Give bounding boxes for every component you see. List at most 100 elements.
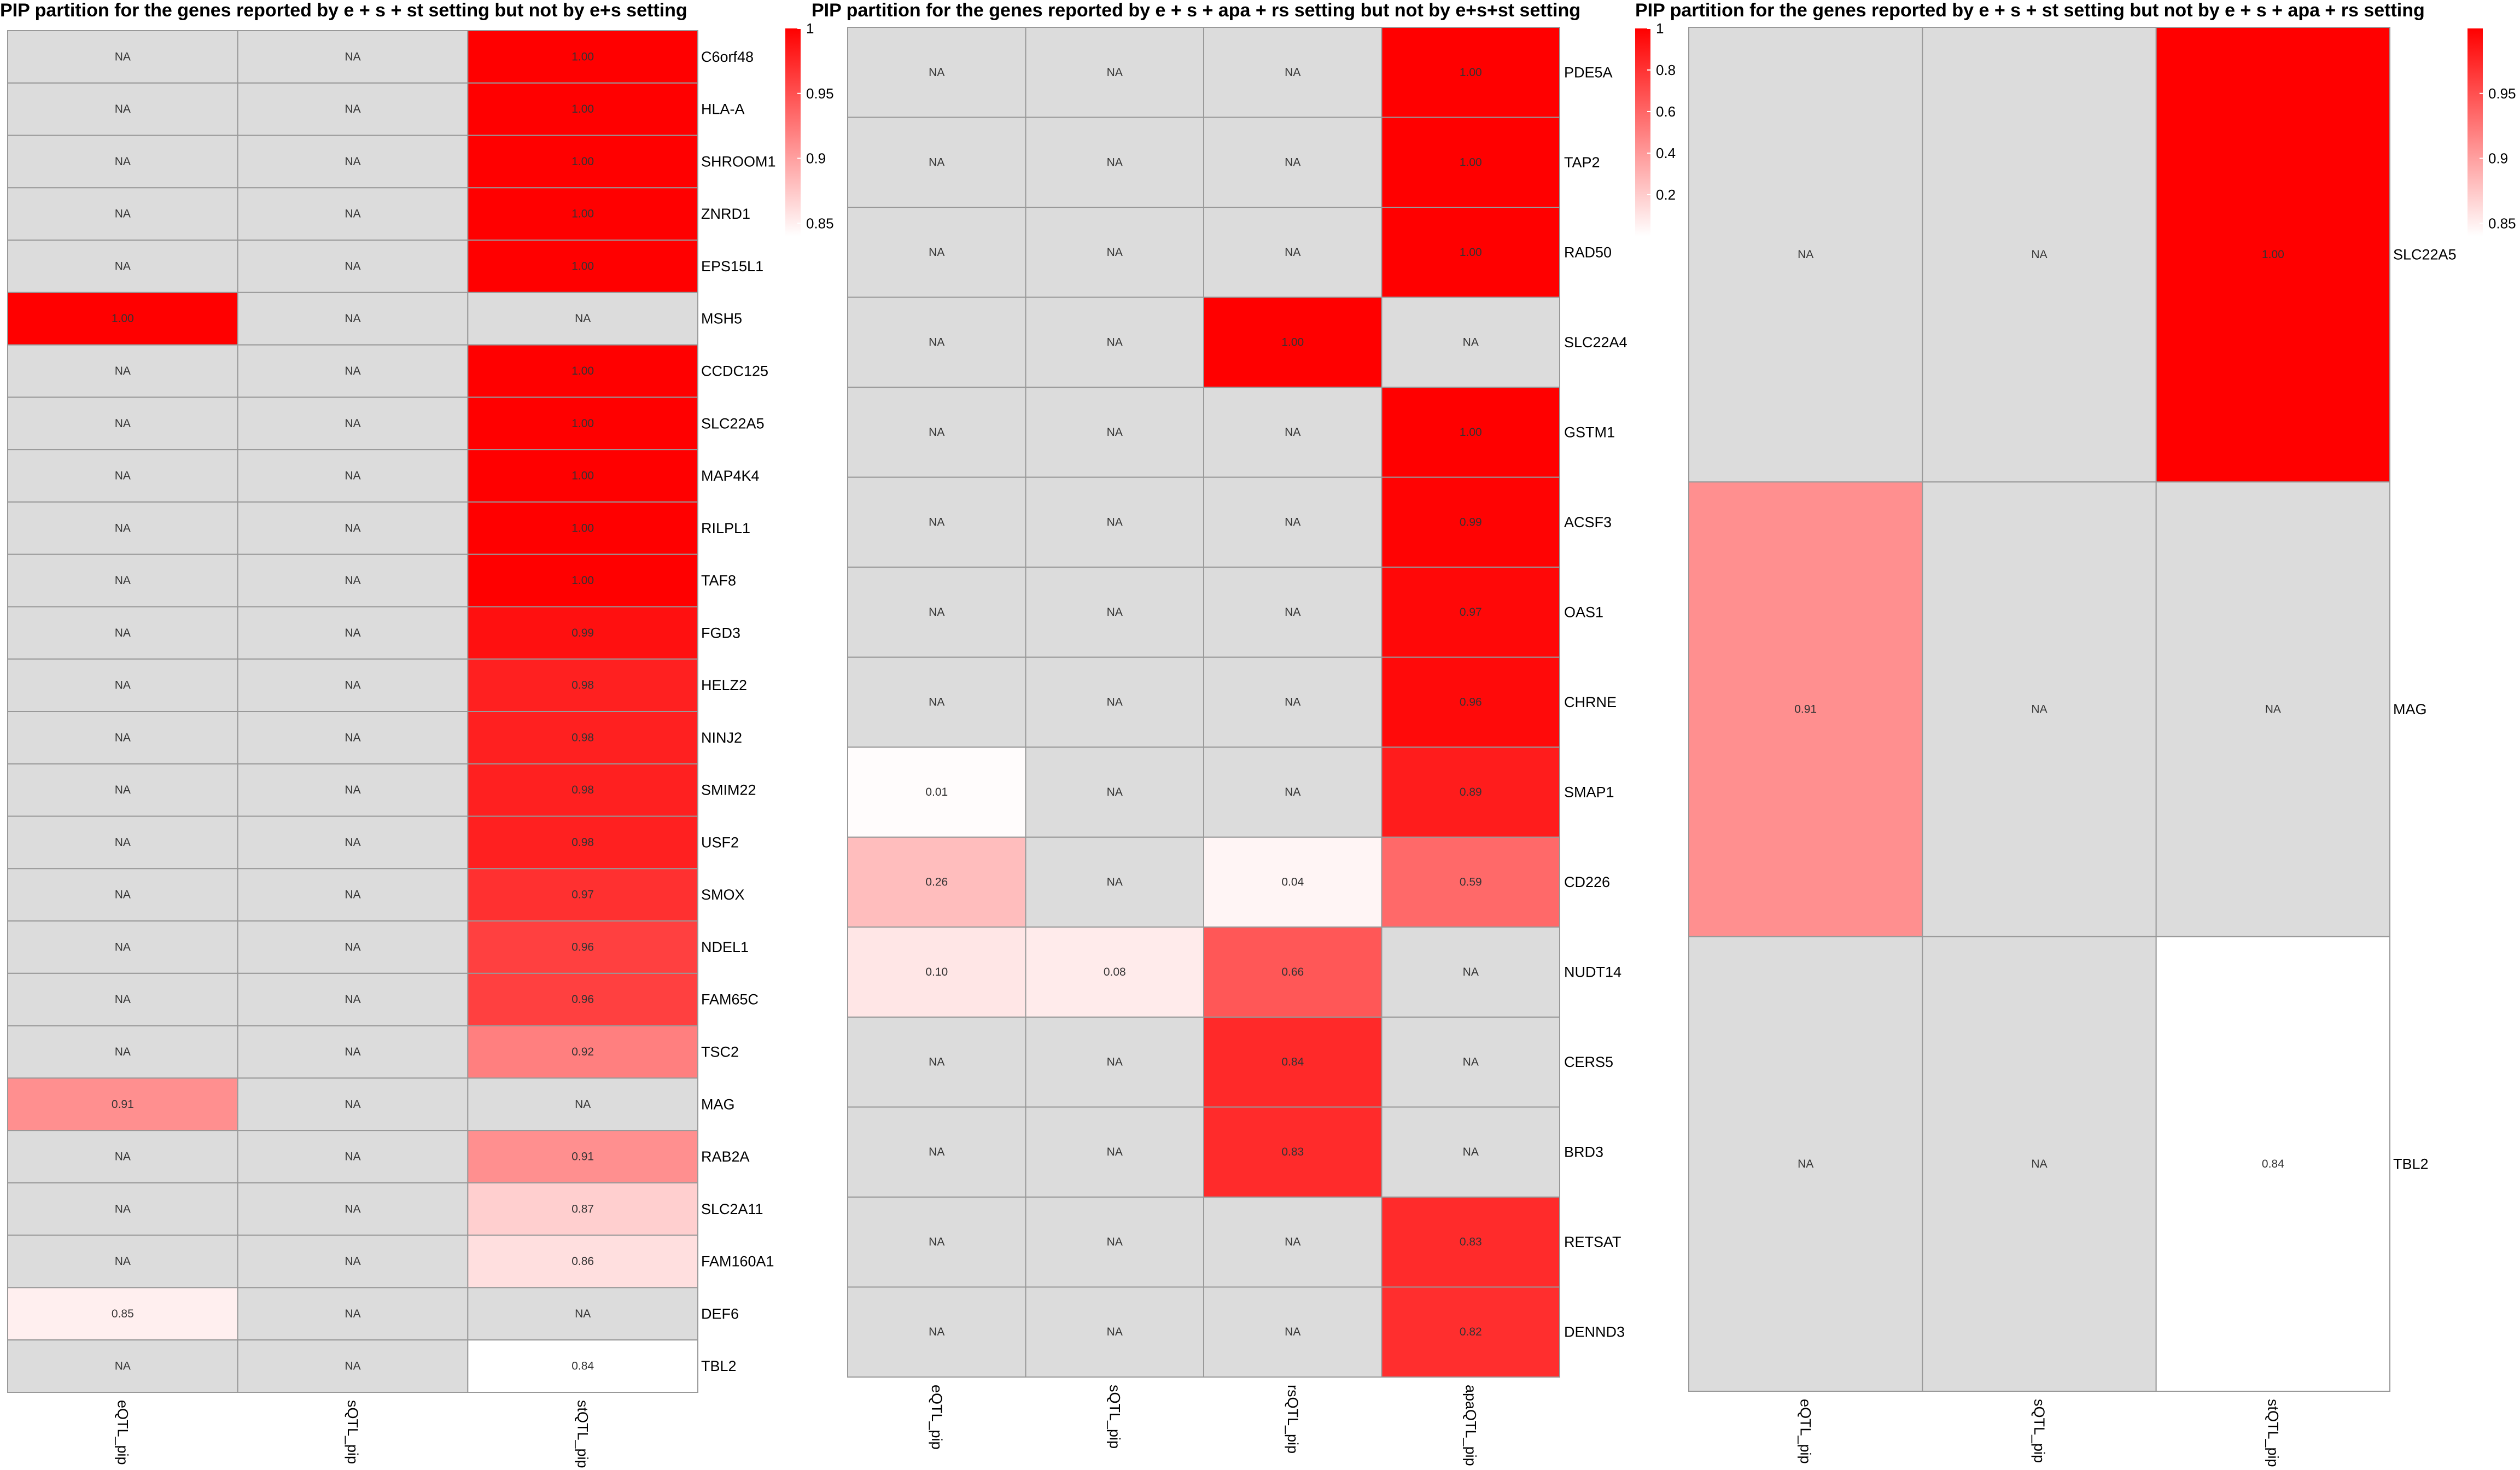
heatmap-cell [1381,116,1560,208]
heatmap-cell [847,926,1026,1018]
cell-value-label: NA [1107,516,1123,528]
cell-value-label: 1.00 [1460,66,1482,79]
cell-value-label: NA [1463,966,1479,978]
cell-value-label: 0.85 [112,1308,134,1320]
cell-value-label: NA [345,679,360,692]
cell-value-label: NA [115,836,131,849]
row-label: HLA-A [701,101,745,118]
cell-value-label: NA [345,1255,360,1268]
cell-value-label: 0.66 [1281,966,1304,978]
heatmap-cell [467,30,698,84]
cell-value-label: NA [1285,516,1300,528]
row-label: MAP4K4 [701,468,760,484]
heatmap-cell [1203,116,1382,208]
heatmap-cell [467,187,698,241]
heatmap-cell [1922,27,2157,483]
cell-value-label: NA [115,574,131,587]
cell-value-label: 0.59 [1460,876,1482,889]
cell-value-label: 0.26 [925,876,948,889]
heatmap-cell [7,501,238,555]
cell-value-label: 0.87 [571,1203,594,1215]
cell-value-label: NA [1107,786,1123,798]
heatmap-cell [7,82,238,136]
heatmap-cell [1025,1196,1204,1288]
heatmap-cell [847,567,1026,658]
cell-value-label: NA [345,574,360,587]
cell-value-label: NA [345,103,360,115]
heatmap-cell [847,1016,1026,1108]
cell-value-label: NA [115,1360,131,1373]
heatmap-cell [7,396,238,451]
cell-value-label: NA [1285,606,1300,619]
heatmap-cell [1025,1286,1204,1378]
cell-value-label: 0.91 [1794,703,1817,716]
cell-value-label: NA [1107,1056,1123,1069]
cell-value-label: NA [929,66,944,79]
cell-value-label: 1.00 [1460,246,1482,259]
column-label: stQTL_pip [2265,1399,2281,1467]
row-label: NUDT14 [1564,964,1621,981]
heatmap-cell [237,920,469,974]
cell-value-label: NA [929,336,944,348]
heatmap-cell [2155,27,2391,483]
cell-value-label: NA [345,470,360,482]
cell-value-label: NA [1285,426,1300,439]
heatmap-cell [7,815,238,870]
heatmap-cell [237,501,469,555]
heatmap-cell [7,187,238,241]
cell-value-label: NA [929,1146,944,1158]
heatmap-cell [1203,1196,1382,1288]
heatmap-cell [467,606,698,660]
cell-value-label: NA [929,246,944,259]
cell-value-label: 0.08 [1104,966,1126,978]
cell-value-label: NA [345,627,360,639]
column-label: sQTL_pip [1106,1385,1123,1449]
row-label: MAG [2393,701,2427,718]
column-label: eQTL_pip [114,1400,131,1465]
heatmap-cell [237,815,469,870]
row-label: SMAP1 [1564,784,1614,801]
row-label: TAP2 [1564,154,1600,171]
row-label: TBL2 [701,1358,737,1374]
cell-value-label: 0.96 [571,941,594,953]
heatmap-cell [237,344,469,398]
legend-tick-label: 0.9 [806,150,826,167]
heatmap-cell [237,1025,469,1079]
cell-value-label: NA [345,1098,360,1111]
legend-tick-label: 0.95 [2488,85,2516,102]
row-label: NINJ2 [701,730,742,746]
row-label: EPS15L1 [701,258,763,275]
cell-value-label: NA [2031,703,2047,716]
heatmap-cell [847,27,1026,118]
column-label: eQTL_pip [929,1385,945,1450]
cell-value-label: NA [115,941,131,953]
heatmap-cell [1025,296,1204,388]
cell-value-label: 1.00 [571,417,594,430]
cell-value-label: 0.84 [2262,1158,2284,1170]
cell-value-label: NA [345,260,360,272]
row-label: MSH5 [701,311,742,327]
heatmap-cell [467,920,698,974]
heatmap-cell [237,240,469,293]
heatmap-cell [237,1287,469,1341]
cell-value-label: NA [929,606,944,619]
heatmap-cell [237,82,469,136]
cell-value-label: NA [345,50,360,63]
heatmap-cell [467,449,698,503]
row-label: DENND3 [1564,1324,1625,1340]
cell-value-label: NA [929,426,944,439]
cell-value-label: NA [929,1056,944,1069]
cell-value-label: NA [929,156,944,168]
row-label: CERS5 [1564,1054,1613,1070]
heatmap-cell [467,240,698,293]
heatmap-cell [467,1130,698,1183]
legend-tick-label: 0.9 [2488,150,2508,167]
column-label: stQTL_pip [575,1400,591,1468]
heatmap-cell [1381,1286,1560,1378]
heatmap-cell [1203,836,1382,928]
cell-value-label: NA [345,993,360,1006]
heatmap-cell [1025,746,1204,838]
heatmap-cell [467,553,698,608]
cell-value-label: 0.98 [571,679,594,692]
heatmap-cell [467,815,698,870]
